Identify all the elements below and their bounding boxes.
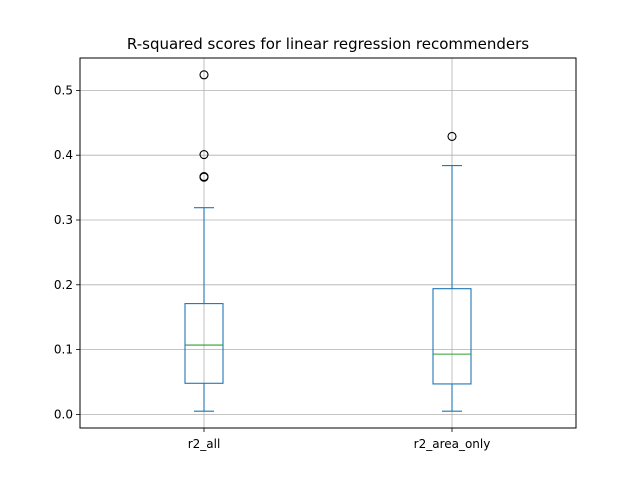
y-tick-label: 0.0 (54, 407, 73, 421)
box-r2_all (184, 70, 224, 412)
iqr-box (184, 303, 224, 384)
y-tick-label: 0.3 (54, 213, 73, 227)
box-r2_area_only (432, 131, 472, 412)
outlier-point (447, 131, 457, 141)
y-tick-label: 0.4 (54, 148, 73, 162)
outlier-point (199, 172, 209, 182)
outlier-point (199, 70, 209, 80)
iqr-box (432, 288, 472, 385)
y-axis: 0.0 0.1 0.2 0.3 0.4 0.5 (54, 83, 80, 421)
chart-title: R-squared scores for linear regression r… (127, 35, 529, 53)
y-tick-label: 0.2 (54, 278, 73, 292)
y-tick-label: 0.5 (54, 83, 73, 97)
grid-lines (80, 58, 576, 428)
boxes (184, 70, 472, 412)
y-tick-label: 0.1 (54, 343, 73, 357)
plot-frame (79, 57, 577, 429)
x-tick-label: r2_all (188, 437, 221, 451)
x-tick-label: r2_area_only (414, 437, 491, 451)
x-axis: r2_all r2_area_only (188, 428, 491, 451)
outlier-point (199, 149, 209, 160)
